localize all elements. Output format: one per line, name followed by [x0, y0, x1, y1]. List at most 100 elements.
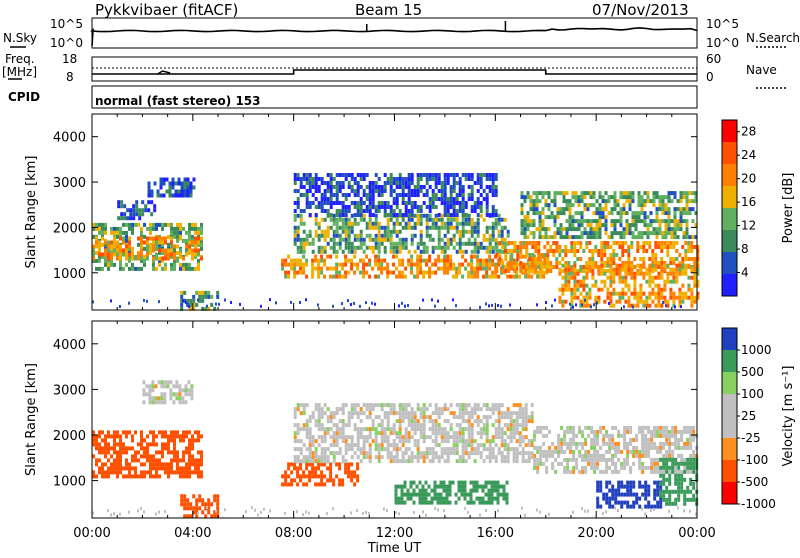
- data-cell: [350, 478, 353, 482]
- data-cell: [155, 247, 158, 251]
- data-cell: [564, 253, 567, 257]
- data-cell: [305, 466, 308, 470]
- data-cell: [375, 234, 378, 238]
- data-cell: [519, 411, 522, 415]
- data-cell: [339, 173, 342, 177]
- data-cell: [179, 249, 182, 253]
- data-cell: [476, 259, 479, 263]
- data-cell: [677, 442, 680, 446]
- data-cell: [437, 259, 440, 263]
- data-cell: [684, 249, 687, 253]
- data-cell: [317, 466, 320, 470]
- data-cell: [474, 419, 477, 423]
- data-cell: [596, 489, 599, 493]
- data-cell: [492, 451, 495, 455]
- data-cell: [161, 267, 164, 271]
- data-cell: [176, 466, 179, 470]
- data-cell: [453, 431, 456, 435]
- data-cell: [345, 439, 348, 443]
- data-cell: [621, 276, 624, 280]
- data-cell: [519, 443, 522, 447]
- data-cell: [387, 222, 390, 226]
- data-cell: [311, 466, 314, 470]
- data-cell: [653, 199, 656, 203]
- data-cell: [164, 462, 167, 466]
- data-cell: [303, 193, 306, 197]
- data-cell: [455, 267, 458, 271]
- data-cell: [656, 505, 659, 509]
- data-cell: [618, 245, 621, 249]
- data-cell: [375, 173, 378, 177]
- data-cell: [575, 235, 578, 239]
- data-cell: [321, 451, 324, 455]
- data-cell: [336, 234, 339, 238]
- data-cell: [145, 392, 148, 396]
- data-cell: [551, 466, 554, 470]
- data-cell: [215, 303, 217, 306]
- data-cell: [417, 242, 420, 246]
- data-cell: [641, 199, 644, 203]
- data-cell: [405, 213, 408, 217]
- data-cell: [434, 259, 437, 263]
- data-cell: [680, 199, 683, 203]
- data-cell: [671, 430, 674, 434]
- data-cell: [659, 203, 662, 207]
- data-cell: [611, 446, 614, 450]
- data-cell: [516, 447, 519, 451]
- data-cell: [348, 226, 351, 230]
- data-cell: [498, 214, 501, 218]
- data-cell: [420, 423, 423, 427]
- data-cell: [375, 181, 378, 185]
- data-cell: [584, 442, 587, 446]
- data-cell: [447, 226, 450, 230]
- data-cell: [157, 190, 160, 194]
- data-cell: [542, 454, 545, 458]
- data-cell: [426, 455, 429, 459]
- data-cell: [602, 211, 605, 215]
- data-cell: [570, 241, 573, 245]
- data-cell: [477, 407, 480, 411]
- data-cell: [498, 230, 501, 234]
- data-cell: [665, 454, 668, 458]
- data-cell: [591, 261, 594, 265]
- data-cell: [477, 242, 480, 246]
- data-cell: [354, 201, 357, 205]
- data-cell: [455, 271, 458, 275]
- data-cell: [627, 300, 630, 304]
- data-cell: [326, 255, 329, 259]
- data-cell: [480, 177, 483, 181]
- data-cell: [381, 431, 384, 435]
- data-cell: [155, 241, 158, 245]
- data-cell: [476, 275, 479, 279]
- data-cell: [498, 407, 501, 411]
- data-cell: [380, 271, 383, 275]
- data-cell: [678, 264, 681, 268]
- data-cell: [362, 259, 365, 263]
- data-cell: [311, 470, 314, 474]
- data-cell: [641, 466, 644, 470]
- data-cell: [638, 485, 641, 489]
- data-cell: [113, 263, 116, 267]
- data-cell: [309, 431, 312, 435]
- data-cell: [387, 226, 390, 230]
- data-cell: [333, 234, 336, 238]
- data-cell: [287, 474, 290, 478]
- data-cell: [95, 474, 98, 478]
- data-cell: [587, 426, 590, 430]
- data-cell: [489, 443, 492, 447]
- data-cell: [321, 193, 324, 197]
- data-cell: [351, 214, 354, 218]
- data-cell: [318, 435, 321, 439]
- data-cell: [366, 435, 369, 439]
- data-cell: [297, 177, 300, 181]
- data-cell: [659, 505, 662, 509]
- data-cell: [464, 485, 467, 489]
- data-cell: [576, 241, 579, 245]
- data-cell: [420, 209, 423, 213]
- data-cell: [432, 419, 435, 423]
- data-cell: [471, 218, 474, 222]
- data-cell: [665, 227, 668, 231]
- data-cell: [527, 211, 530, 215]
- data-cell: [461, 489, 464, 493]
- data-cell: [629, 203, 632, 207]
